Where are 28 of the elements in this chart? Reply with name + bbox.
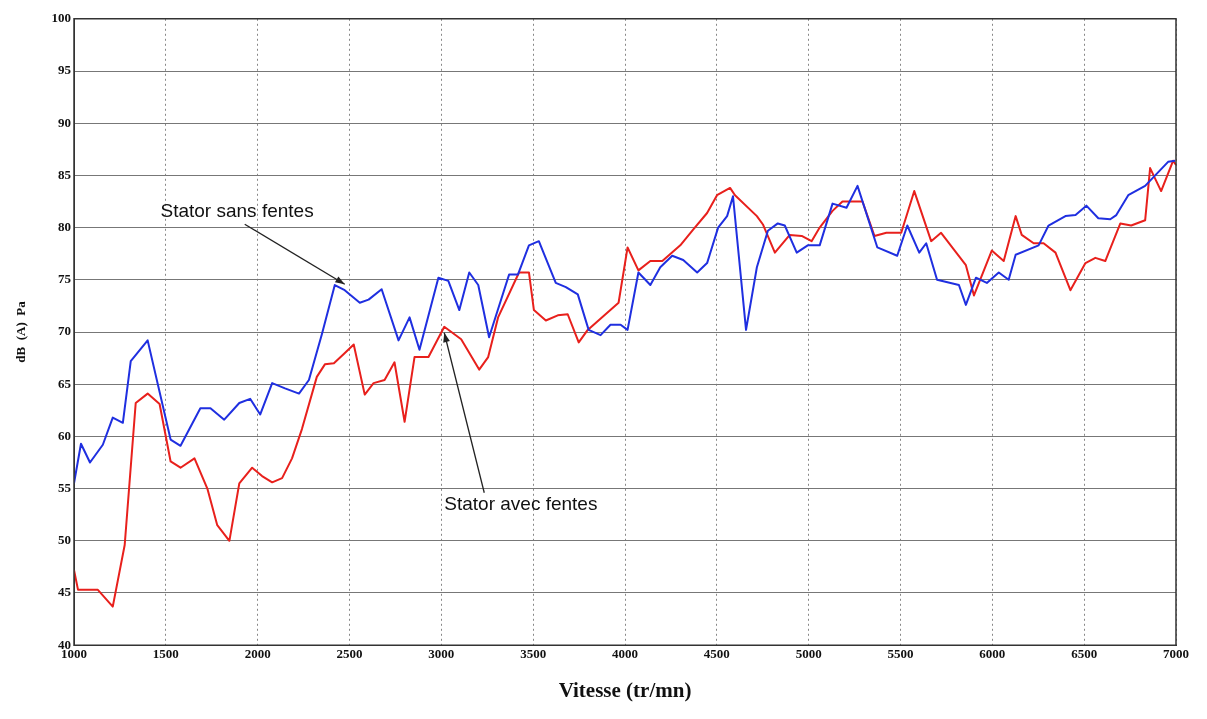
y-tick-label: 55 bbox=[58, 479, 72, 495]
y-tick-label: 65 bbox=[58, 375, 72, 391]
y-tick-label: 80 bbox=[58, 218, 71, 234]
x-tick-label: 2000 bbox=[244, 646, 271, 662]
x-tick-label: 7000 bbox=[1163, 646, 1189, 662]
x-tick-label: 1500 bbox=[152, 646, 179, 662]
y-tick-label: 70 bbox=[58, 323, 71, 339]
y-tick-label: 50 bbox=[58, 532, 71, 548]
y-tick-label: 45 bbox=[58, 584, 72, 600]
annotation: Stator sans fentes bbox=[160, 200, 314, 222]
x-tick-label: 2500 bbox=[336, 646, 363, 662]
x-tick-label: 6000 bbox=[979, 646, 1006, 662]
x-tick-label: 5000 bbox=[795, 646, 822, 662]
x-tick-label: 6500 bbox=[1071, 646, 1098, 662]
y-tick-label: 75 bbox=[58, 271, 72, 287]
x-tick-label: 4000 bbox=[612, 646, 638, 662]
x-axis-title: Vitesse (tr/mn) bbox=[558, 677, 692, 702]
x-tick-label: 3000 bbox=[428, 646, 455, 662]
y-tick-label: 60 bbox=[58, 427, 71, 443]
x-tick-label: 3500 bbox=[520, 646, 547, 662]
y-tick-label: 100 bbox=[51, 10, 71, 26]
y-tick-label: 85 bbox=[58, 166, 72, 182]
y-axis-title: dB (A) Pa bbox=[13, 300, 29, 363]
x-tick-label: 4500 bbox=[703, 646, 730, 662]
y-tick-label: 90 bbox=[58, 114, 71, 130]
x-tick-label: 5500 bbox=[887, 646, 914, 662]
annotation: Stator avec fentes bbox=[444, 493, 598, 515]
y-tick-label: 95 bbox=[58, 62, 72, 78]
